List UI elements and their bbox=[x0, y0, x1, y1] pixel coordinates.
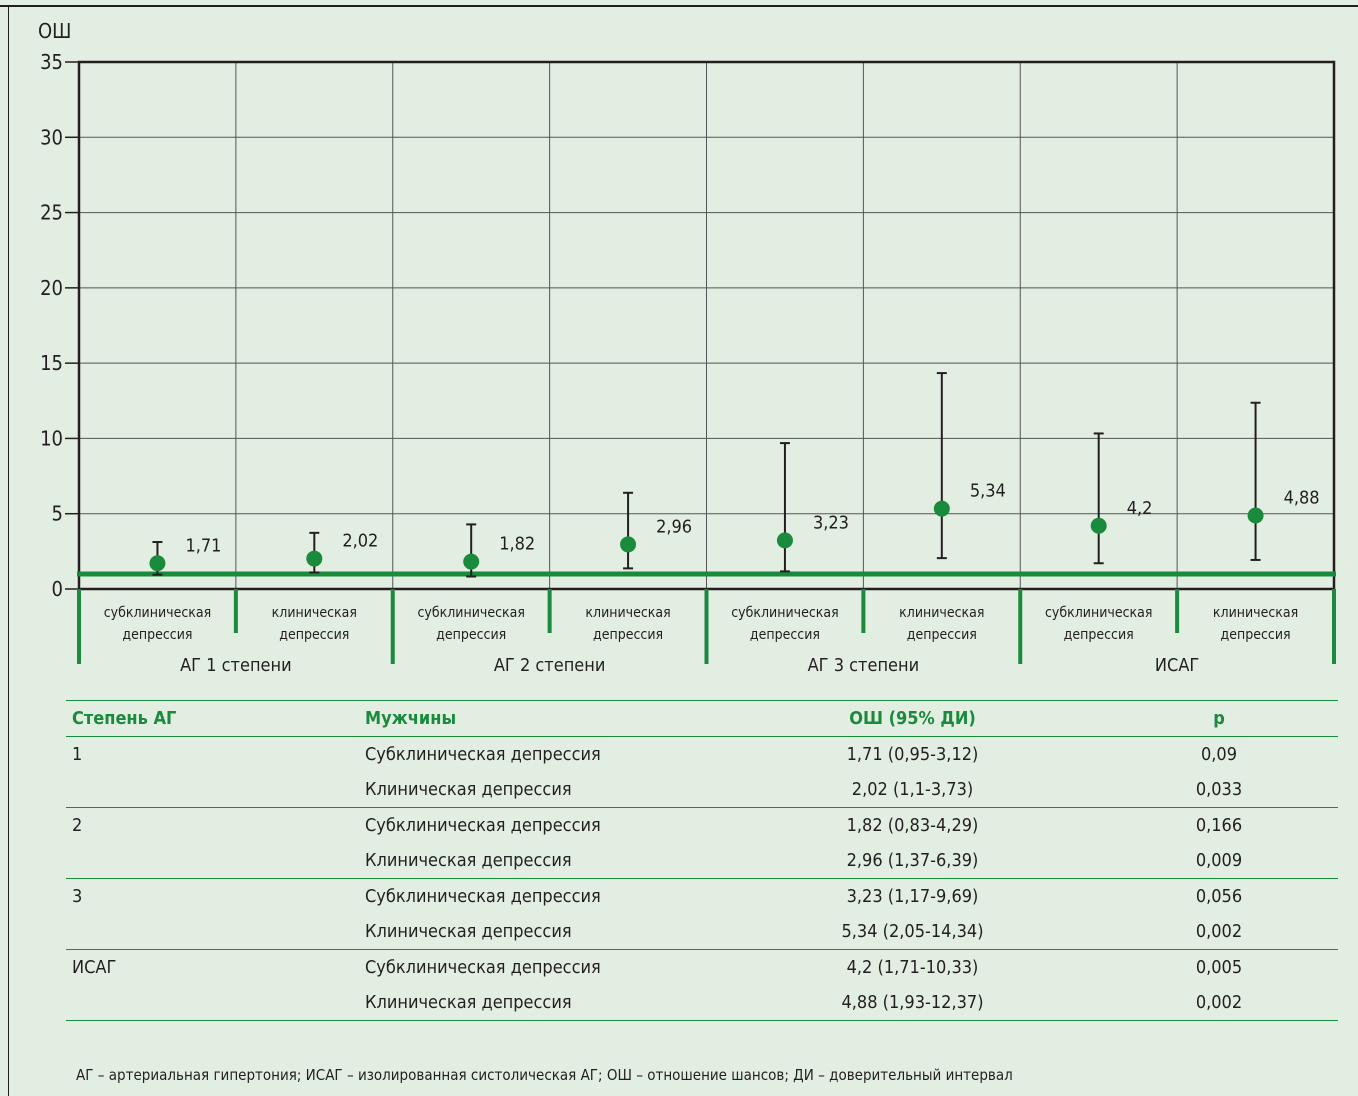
category-label: клиническая bbox=[585, 605, 670, 621]
cell-grade: ИСАГ bbox=[72, 957, 117, 978]
header-men: Мужчины bbox=[365, 708, 457, 729]
cell-or: 3,23 (1,17-9,69) bbox=[846, 886, 979, 907]
group-label: АГ 3 степени bbox=[808, 655, 920, 676]
table-row: Клиническая депрессия 2,02 (1,1-3,73) 0,… bbox=[66, 772, 1338, 808]
data-label: 3,23 bbox=[813, 512, 849, 533]
data-label: 2,02 bbox=[342, 531, 378, 552]
cell-group: Клиническая депрессия bbox=[365, 850, 572, 871]
cell-grade: 3 bbox=[72, 886, 83, 907]
y-tick-label: 15 bbox=[40, 351, 63, 375]
data-point bbox=[463, 553, 480, 570]
data-point bbox=[306, 550, 323, 567]
category-label: субклиническая bbox=[731, 605, 838, 621]
cell-group: Субклиническая депрессия bbox=[365, 957, 601, 978]
group-label: АГ 1 степени bbox=[180, 655, 292, 676]
header-or: ОШ (95% ДИ) bbox=[849, 708, 976, 729]
y-tick-label: 30 bbox=[40, 125, 63, 149]
cell-p: 0,09 bbox=[1200, 744, 1238, 765]
header-p: р bbox=[1213, 708, 1225, 729]
top-rule bbox=[0, 5, 1358, 7]
data-point bbox=[933, 500, 950, 517]
cell-p: 0,033 bbox=[1195, 779, 1243, 800]
y-tick-label: 20 bbox=[40, 276, 63, 300]
data-point bbox=[1247, 507, 1264, 524]
left-rule bbox=[8, 7, 9, 1096]
data-point bbox=[1090, 517, 1107, 534]
cell-group: Субклиническая депрессия bbox=[365, 744, 601, 765]
cell-grade bbox=[66, 772, 365, 808]
table-row: 1 Субклиническая депрессия 1,71 (0,95-3,… bbox=[66, 737, 1338, 773]
category-label: депрессия bbox=[1064, 627, 1134, 643]
category-label: депрессия bbox=[279, 627, 349, 643]
odds-ratio-chart: 0 5 10 15 20 25 30 35 ОШ субклиническая депрессия к… bbox=[38, 19, 1336, 676]
cell-grade bbox=[66, 843, 365, 879]
y-tick-label: 10 bbox=[40, 426, 63, 450]
cell-p: 0,002 bbox=[1195, 992, 1243, 1013]
cell-or: 4,88 (1,93-12,37) bbox=[841, 992, 984, 1013]
category-label: депрессия bbox=[122, 627, 192, 643]
y-tick-label: 35 bbox=[40, 50, 63, 74]
table-row: 2 Субклиническая депрессия 1,82 (0,83-4,… bbox=[66, 808, 1338, 844]
y-tick-label: 5 bbox=[52, 502, 63, 526]
cell-p: 0,005 bbox=[1195, 957, 1243, 978]
cell-group: Клиническая депрессия bbox=[365, 921, 572, 942]
cell-or: 2,96 (1,37-6,39) bbox=[846, 850, 979, 871]
cell-or: 4,2 (1,71-10,33) bbox=[846, 957, 979, 978]
category-label: депрессия bbox=[593, 627, 663, 643]
data-label: 1,71 bbox=[185, 535, 221, 556]
group-label: ИСАГ bbox=[1155, 655, 1199, 676]
cell-group: Субклиническая депрессия bbox=[365, 886, 601, 907]
cell-group: Субклиническая депрессия bbox=[365, 815, 601, 836]
category-label: клиническая bbox=[272, 605, 357, 621]
table-row: 3 Субклиническая депрессия 3,23 (1,17-9,… bbox=[66, 879, 1338, 915]
data-point bbox=[620, 536, 637, 553]
category-label: клиническая bbox=[1213, 605, 1298, 621]
data-point bbox=[776, 532, 793, 549]
cell-p: 0,002 bbox=[1195, 921, 1243, 942]
group-label: АГ 2 степени bbox=[494, 655, 606, 676]
cell-p: 0,056 bbox=[1195, 886, 1243, 907]
results-table: Степень АГ Мужчины ОШ (95% ДИ) р 1 Субкл… bbox=[66, 700, 1338, 1021]
table-row: Клиническая депрессия 5,34 (2,05-14,34) … bbox=[66, 914, 1338, 950]
footnote: АГ – артериальная гипертония; ИСАГ – изо… bbox=[76, 1066, 1013, 1084]
y-tick-label: 0 bbox=[52, 577, 63, 601]
category-label: субклиническая bbox=[1045, 605, 1152, 621]
category-label: депрессия bbox=[1221, 627, 1291, 643]
header-grade: Степень АГ bbox=[72, 708, 177, 729]
cell-grade bbox=[66, 985, 365, 1021]
cell-or: 2,02 (1,1-3,73) bbox=[851, 779, 974, 800]
table-row: ИСАГ Субклиническая депрессия 4,2 (1,71-… bbox=[66, 950, 1338, 986]
cell-or: 1,71 (0,95-3,12) bbox=[846, 744, 979, 765]
cell-or: 1,82 (0,83-4,29) bbox=[846, 815, 979, 836]
y-axis-label: ОШ bbox=[38, 19, 71, 43]
category-label: субклиническая bbox=[104, 605, 211, 621]
y-tick-label: 25 bbox=[40, 201, 63, 225]
cell-group: Клиническая депрессия bbox=[365, 779, 572, 800]
cell-p: 0,009 bbox=[1195, 850, 1243, 871]
data-label: 4,2 bbox=[1127, 498, 1153, 519]
category-label: депрессия bbox=[436, 627, 506, 643]
cell-grade: 1 bbox=[72, 744, 83, 765]
table-header-row: Степень АГ Мужчины ОШ (95% ДИ) р bbox=[66, 700, 1338, 737]
category-label: клиническая bbox=[899, 605, 984, 621]
cell-or: 5,34 (2,05-14,34) bbox=[841, 921, 984, 942]
table-row: Клиническая депрессия 2,96 (1,37-6,39) 0… bbox=[66, 843, 1338, 879]
data-label: 4,88 bbox=[1284, 488, 1320, 509]
category-label: депрессия bbox=[907, 627, 977, 643]
data-label: 1,82 bbox=[499, 534, 535, 555]
data-point bbox=[149, 555, 166, 572]
data-label: 2,96 bbox=[656, 516, 692, 537]
category-label: депрессия bbox=[750, 627, 820, 643]
category-label: субклиническая bbox=[417, 605, 524, 621]
data-label: 5,34 bbox=[970, 481, 1006, 502]
cell-p: 0,166 bbox=[1195, 815, 1243, 836]
cell-grade bbox=[66, 914, 365, 950]
cell-group: Клиническая депрессия bbox=[365, 992, 572, 1013]
cell-grade: 2 bbox=[72, 815, 83, 836]
table-row: Клиническая депрессия 4,88 (1,93-12,37) … bbox=[66, 985, 1338, 1021]
